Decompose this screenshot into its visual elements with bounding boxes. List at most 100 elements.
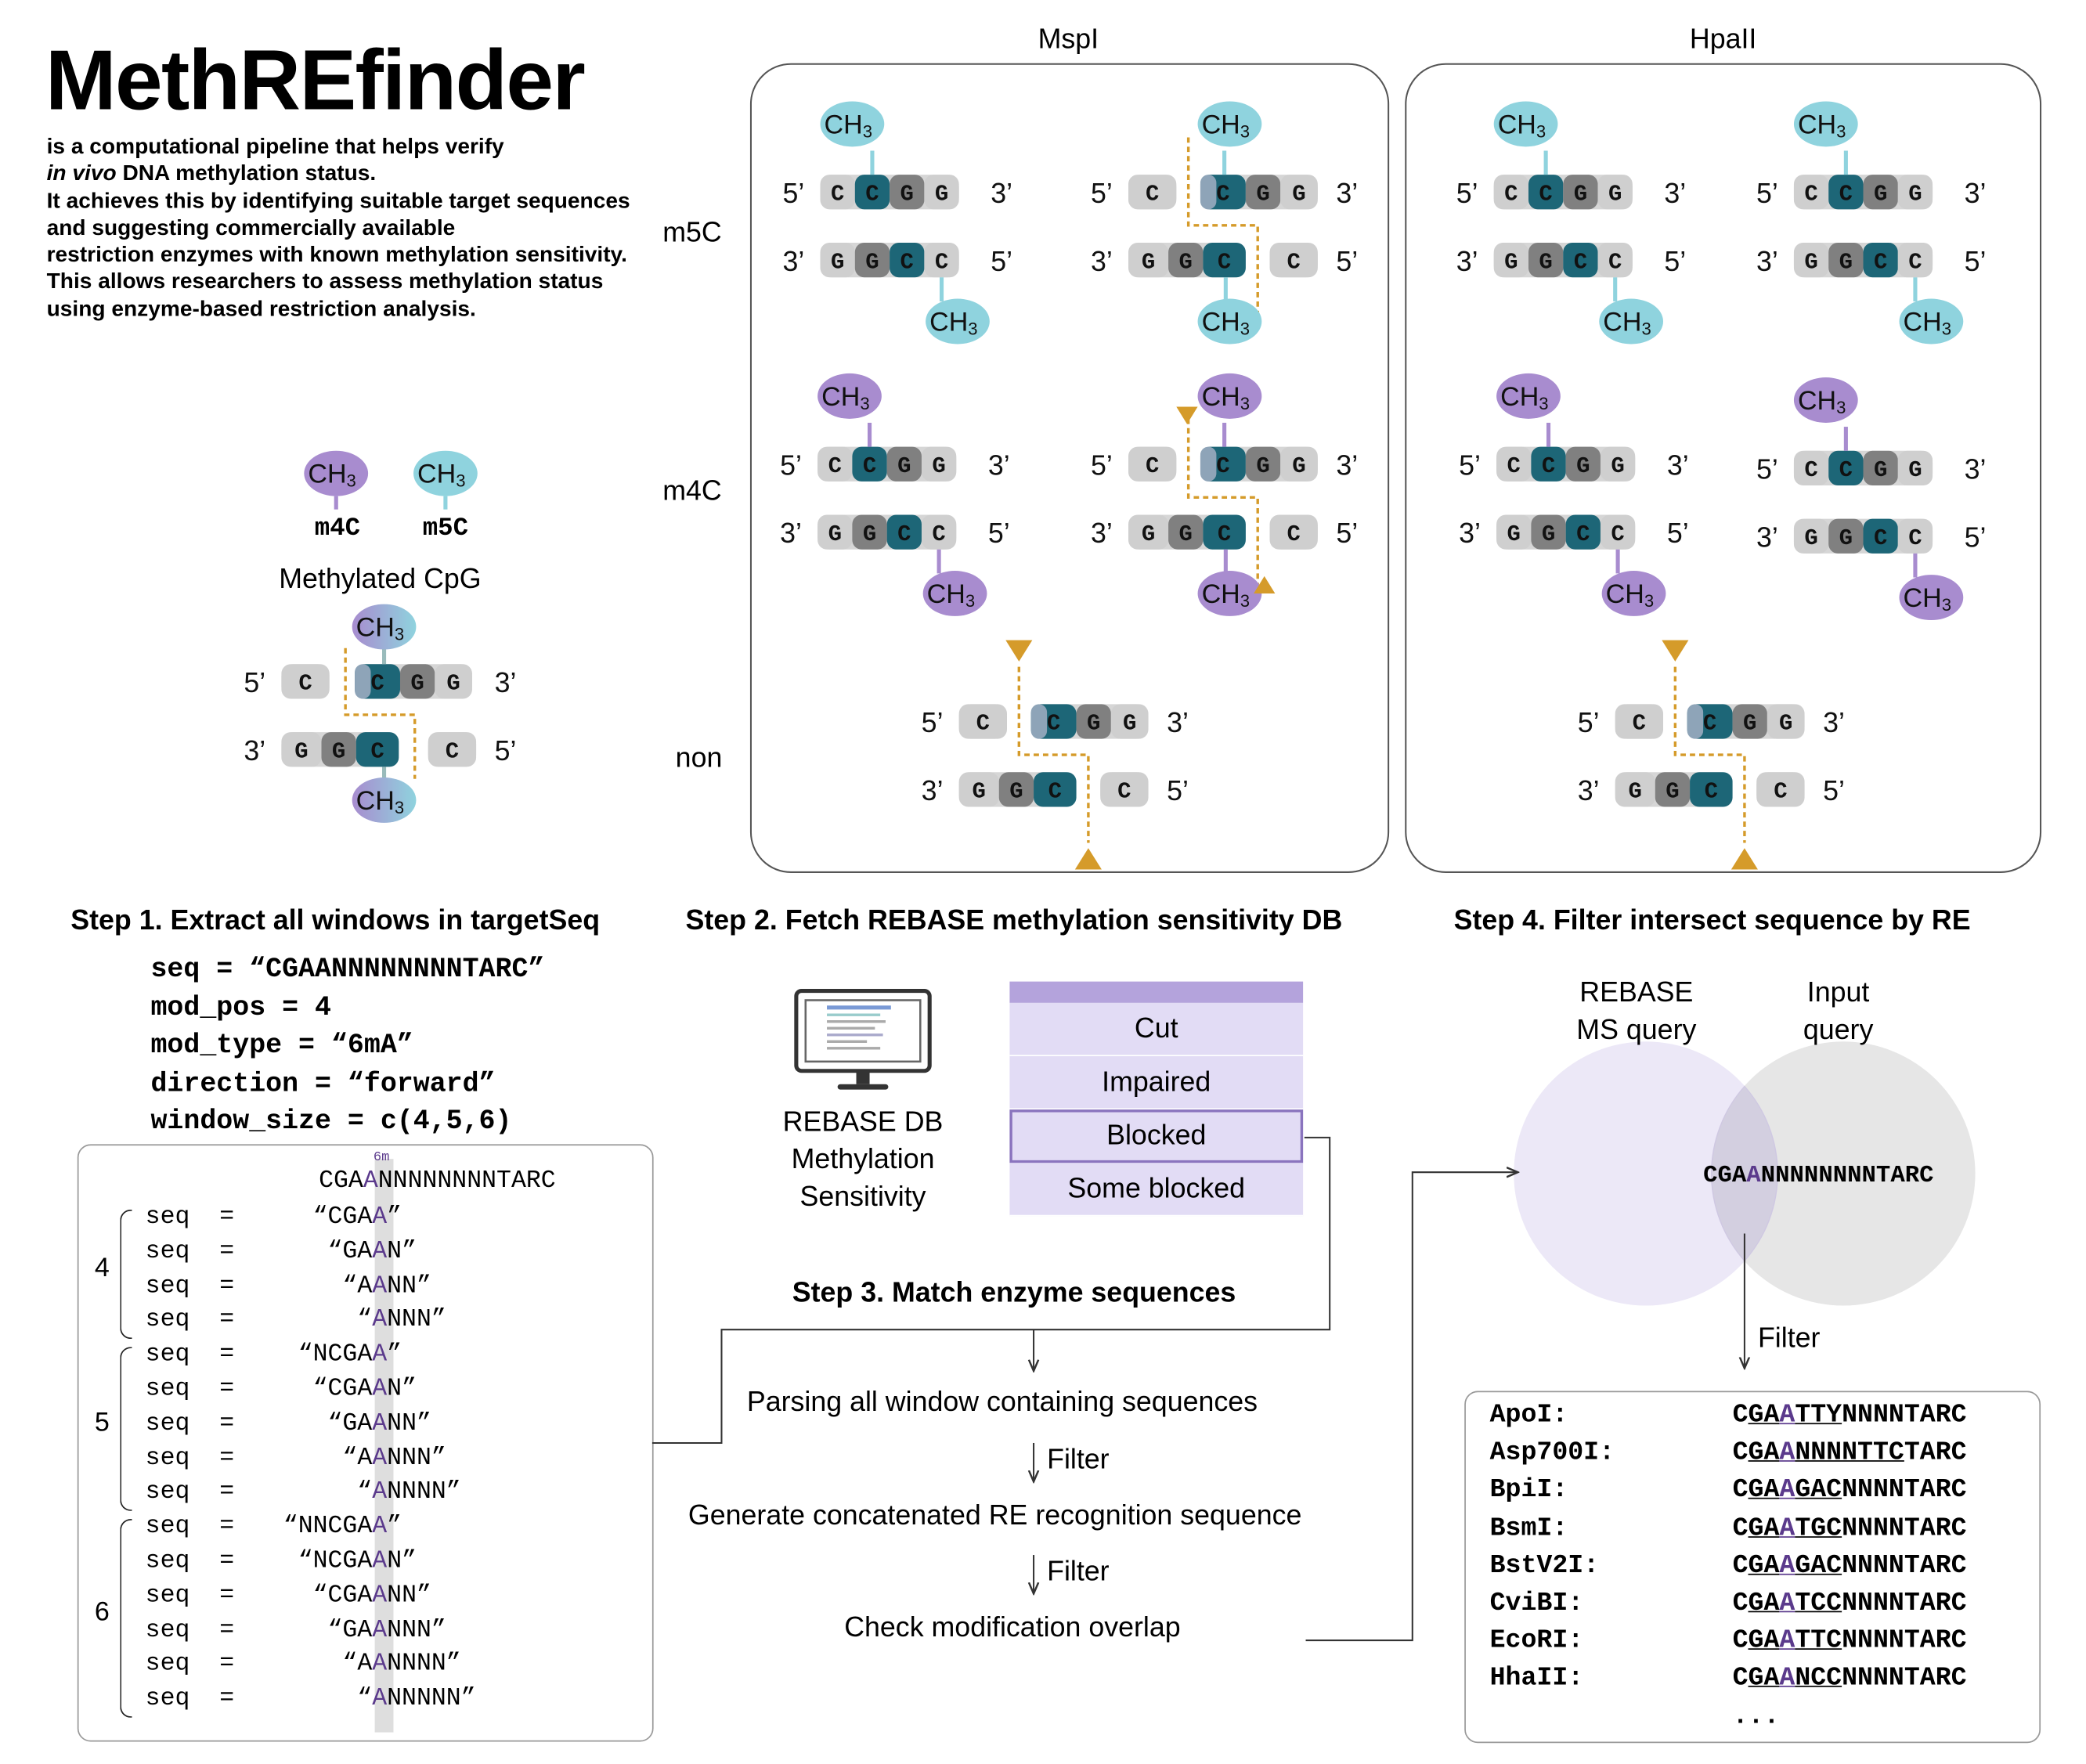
window-seq-keyword: seq = <box>145 1650 235 1679</box>
three-prime-label: 3’ <box>922 775 944 806</box>
ch3-label: CH3 <box>1202 382 1251 413</box>
base-letter: G <box>831 249 844 275</box>
venn-intersect-seq: CGAANNNNNNNNTARC <box>1703 1163 1934 1190</box>
base-G <box>820 243 855 278</box>
five-prime-label: 5’ <box>1167 775 1189 806</box>
base-C <box>1597 243 1633 278</box>
result-seq: CGAATCCNNNNTARC <box>1732 1588 1967 1618</box>
window-seq-value: “NCGAA” <box>298 1340 402 1369</box>
window-row: seq = “ANNNNN” <box>146 1685 476 1713</box>
window-seq-head: CGAANNNNNNNNTARC <box>319 1167 556 1196</box>
window-row: seq = “AANNNN” <box>145 1650 461 1679</box>
result-seq: CGAANNNNTTCTARC <box>1732 1438 1967 1467</box>
base-C <box>1756 772 1805 807</box>
param-mod-type: mod_type = “6mA” <box>150 1030 413 1062</box>
venn-right-line: Input <box>1806 977 1870 1008</box>
base-C <box>1531 446 1566 482</box>
result-seq: CGAATTCNNNNTARC <box>1732 1625 1967 1656</box>
base-G <box>1531 514 1566 550</box>
dna-duplex-cut: 5’ C C G G 3’3’ G G C C 5’ <box>922 640 1189 870</box>
base-letter: G <box>1142 521 1155 547</box>
base-letter: C <box>976 711 990 737</box>
base-letter: G <box>446 671 460 697</box>
base-letter: C <box>932 521 945 547</box>
base-letter: C <box>1287 521 1301 547</box>
base-letter: C <box>1804 181 1817 207</box>
window-size-label: 4 <box>94 1253 110 1282</box>
base-letter: C <box>1574 249 1587 275</box>
window-seq-keyword: seq = <box>145 1203 235 1232</box>
window-seq-keyword: seq = <box>145 1615 235 1644</box>
base-letter: G <box>1256 181 1269 207</box>
window-seq-keyword: seq = <box>145 1443 235 1472</box>
base-G <box>924 175 959 210</box>
base-G <box>1597 175 1633 210</box>
base-letter: C <box>1218 249 1231 275</box>
base-letter: G <box>1142 249 1155 275</box>
base-G <box>1168 243 1204 278</box>
base-letter: G <box>863 521 876 547</box>
window-seq-value: “ANNNN” <box>357 1477 461 1506</box>
five-prime-label: 5’ <box>1578 707 1600 738</box>
base-letter: G <box>1908 181 1922 207</box>
row-label-m5c: m5C <box>662 216 721 247</box>
five-prime-label: 5’ <box>1823 775 1845 806</box>
base-letter: C <box>1047 711 1060 737</box>
result-seq: CGAATGCNNNNTARC <box>1732 1513 1967 1543</box>
step4-title: Step 4. Filter intersect sequence by RE <box>1453 905 1971 936</box>
base-letter: G <box>1874 457 1887 483</box>
base-letter: G <box>1507 521 1521 547</box>
window-box: 6m CGAANNNNNNNNTARC seq = “CGAA” seq = “GAA… <box>77 1144 654 1742</box>
base-letter: G <box>1666 779 1679 805</box>
venn-left-line: MS query <box>1576 1015 1697 1046</box>
base-letter: G <box>932 453 945 479</box>
base-G <box>1245 175 1281 210</box>
base-letter: C <box>1611 521 1624 547</box>
mod-column-highlight <box>374 1159 394 1733</box>
ch3-label: CH3 <box>356 786 404 817</box>
window-row: seq = “NCGAA” <box>146 1340 402 1369</box>
three-prime-label: 3’ <box>780 518 802 549</box>
mspi-panel <box>749 63 1390 873</box>
base-C <box>1565 514 1601 550</box>
ch3-badge: CH3 <box>1496 373 1561 419</box>
intro-italic: in vivo <box>46 161 117 186</box>
base-letter: C <box>1874 525 1887 551</box>
five-prime-label: 5’ <box>1336 246 1358 277</box>
result-enzyme: Asp700I: <box>1489 1438 1615 1467</box>
base-letter: C <box>1117 779 1131 805</box>
base-C <box>281 664 330 699</box>
base-letter: C <box>828 453 842 479</box>
base-G <box>1828 243 1864 278</box>
base-C <box>890 243 925 278</box>
five-prime-label: 5’ <box>1459 449 1481 481</box>
ms-row-blocked: Blocked <box>1009 1109 1304 1163</box>
ms-table: Cut Impaired Blocked Some blocked <box>1009 1002 1304 1217</box>
base-C <box>1897 518 1933 554</box>
base-G <box>890 175 925 210</box>
intro-line: in vivo DNA methylation status. <box>47 161 674 188</box>
base-C <box>921 514 957 550</box>
dna-duplex-cut: 5’ C C G G 3’3’ G G C C 5’ <box>1578 640 1845 870</box>
intro-text: is a computational pipeline that helps v… <box>47 133 674 323</box>
result-enzyme: EcoRI: <box>1489 1625 1584 1656</box>
three-prime-label: 3’ <box>1965 453 1987 485</box>
base-letter: G <box>410 671 424 697</box>
base-C <box>1528 175 1564 210</box>
base-letter: C <box>1839 181 1853 207</box>
base-letter: C <box>1146 453 1159 479</box>
five-prime-label: 5’ <box>783 178 805 209</box>
window-seq-value: “AANN” <box>342 1272 431 1300</box>
base-letter: C <box>1608 249 1622 275</box>
five-prime-label: 5’ <box>922 707 944 738</box>
window-seq-keyword: seq = <box>145 1546 235 1575</box>
three-prime-label: 3’ <box>1336 449 1358 481</box>
base-letter: G <box>1179 521 1193 547</box>
base-G <box>1863 450 1898 486</box>
ch3-label: CH3 <box>356 612 404 644</box>
base-C <box>817 446 853 482</box>
